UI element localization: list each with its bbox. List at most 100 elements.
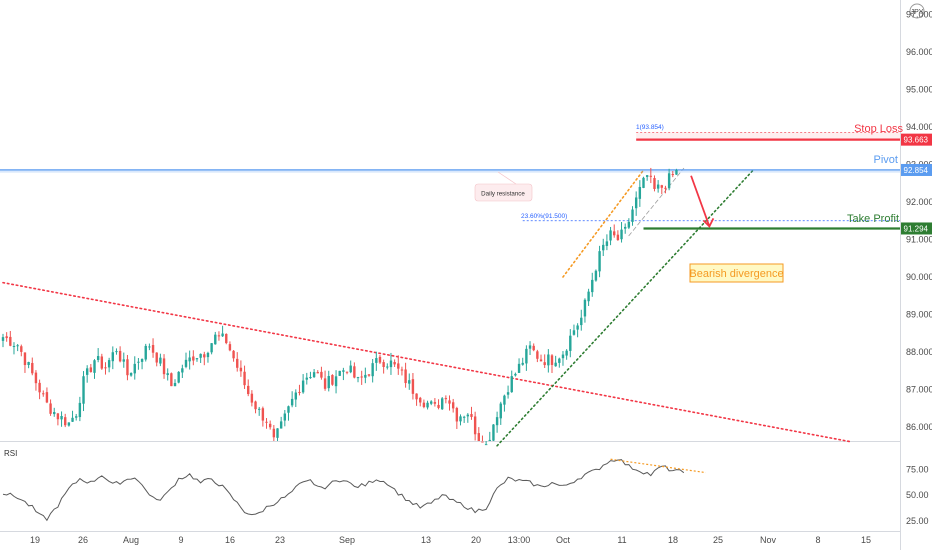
time-axis[interactable]: 19 26 Aug 9 16 23 Sep 13 20 13:00 Oct 11 18 25 Nov 8 15 [30,535,871,545]
candle-body [225,333,228,344]
candle [466,413,470,423]
candle [60,411,63,427]
candle-body [572,330,576,335]
candle [430,400,433,406]
candle [272,425,276,441]
candle-body [144,345,147,360]
candle [514,372,517,377]
candle-body [459,416,462,422]
candle [448,395,451,411]
candle-body [177,371,180,383]
candle [217,331,221,341]
candle [203,351,206,366]
price-tick-label: 86.000 [906,422,932,432]
candle-body [667,173,671,189]
candle [67,422,71,427]
candle [616,230,620,241]
candle-body [82,376,85,404]
symbol-badge[interactable]: JPY [909,3,925,19]
candle-body [620,229,623,240]
candle-body [400,369,404,371]
candle-body [305,377,308,380]
candle [342,367,345,381]
candle [345,371,349,375]
candle-body [100,356,104,369]
candle [660,184,663,195]
time-tick-label: 16 [225,535,235,545]
candle [624,223,627,234]
candle [166,368,169,381]
candle [305,372,308,385]
candle-body [561,354,565,359]
candle-body [514,373,517,376]
candle [572,324,576,336]
candle-body [473,416,477,435]
candle [151,338,155,358]
time-tick-label: 13 [421,535,431,545]
candle [225,333,228,345]
candle [437,399,440,410]
candle [221,325,224,337]
price-level-badge [901,163,932,176]
candle [214,331,217,345]
candle [561,351,565,366]
candle [441,396,444,410]
candle-body [45,392,49,403]
candle-body [342,370,345,372]
candle-body [382,362,385,367]
candle-body [27,362,30,365]
time-tick-label: Oct [556,535,571,545]
price-tick-label: 97.000 [906,10,932,20]
candle-body [203,354,206,358]
candle-body [195,358,199,360]
candle-body [462,416,466,418]
candle [287,405,290,421]
candle [653,175,656,192]
candle [550,354,554,373]
candle [473,411,477,441]
price-tick-label: 96.000 [906,47,932,57]
candle [642,176,645,189]
candle-body [415,393,418,400]
candle-body [75,416,78,418]
candle [576,323,579,338]
candle-body [411,379,415,394]
candle [170,372,173,387]
candle-body [1,337,5,341]
candle [159,353,162,367]
price-level-badge [901,222,932,235]
candle [49,399,52,416]
candle-body [430,401,433,404]
candle [649,167,653,184]
candle-body [653,178,656,189]
candle [298,384,301,396]
price-axis[interactable]: 86.000 87.000 88.000 89.000 90.000 91.000 92.0… [901,10,932,433]
candle-body [389,360,393,368]
candle-body [126,359,129,376]
rsi-pane [2,458,706,522]
candle [250,390,254,407]
trendline [496,169,755,447]
price-tick-label: 87.000 [906,385,932,395]
daily-resistance-callout: Daily resistance [474,171,533,202]
candle [104,362,107,375]
candle [591,272,594,297]
candle-body [624,226,627,229]
candle-body [345,371,349,373]
trendline [562,169,645,278]
candle-body [265,421,268,423]
candle [155,352,158,367]
candle-body [565,350,568,356]
candle [389,352,393,375]
candle [133,356,136,380]
price-level-badge-text: 93.663 [904,136,929,145]
candle-body [71,417,74,422]
candle [506,385,510,399]
candle [371,358,374,383]
candle-body [49,403,52,414]
candle [173,379,177,387]
candle [129,372,133,377]
trendline [628,167,685,237]
